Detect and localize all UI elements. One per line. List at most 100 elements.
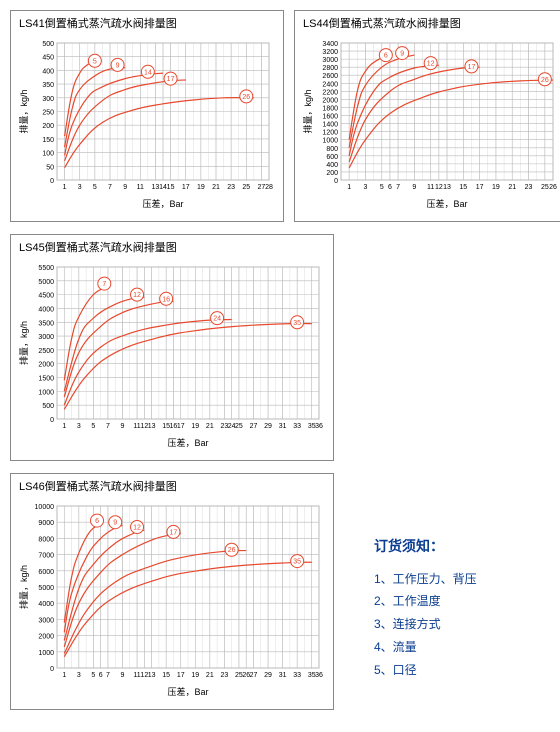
svg-text:5: 5: [93, 184, 97, 191]
svg-text:1000: 1000: [322, 138, 338, 145]
order-info: 订货须知： 1、工作压力、背压2、工作温度3、连接方式4、流量5、口径: [374, 533, 477, 682]
svg-text:5500: 5500: [38, 265, 54, 272]
svg-text:13: 13: [443, 184, 451, 191]
chart-title-ls45: LS45倒置桶式蒸汽疏水阀排量图: [19, 239, 327, 255]
row-2: LS45倒置桶式蒸汽疏水阀排量图 05001000150020002500300…: [10, 234, 560, 461]
svg-text:19: 19: [197, 184, 205, 191]
svg-text:1000: 1000: [38, 650, 54, 657]
svg-text:7: 7: [396, 184, 400, 191]
svg-text:23: 23: [525, 184, 533, 191]
svg-text:17: 17: [170, 529, 178, 536]
row-3: LS46倒置桶式蒸汽疏水阀排量图 01000200030004000500060…: [10, 473, 560, 710]
svg-text:4000: 4000: [38, 306, 54, 313]
svg-text:3: 3: [77, 672, 81, 679]
svg-text:26: 26: [549, 184, 557, 191]
svg-text:2000: 2000: [38, 362, 54, 369]
svg-text:2600: 2600: [322, 73, 338, 80]
svg-text:0: 0: [50, 178, 54, 185]
svg-text:17: 17: [468, 64, 476, 71]
svg-text:3: 3: [77, 423, 81, 430]
order-info-title: 订货须知：: [374, 533, 477, 560]
svg-text:1400: 1400: [322, 122, 338, 129]
svg-text:7: 7: [106, 672, 110, 679]
svg-text:7: 7: [108, 184, 112, 191]
svg-text:10000: 10000: [35, 504, 55, 511]
svg-text:200: 200: [326, 170, 338, 177]
svg-text:5: 5: [91, 672, 95, 679]
order-info-list: 1、工作压力、背压2、工作温度3、连接方式4、流量5、口径: [374, 568, 477, 682]
chart-title-ls41: LS41倒置桶式蒸汽疏水阀排量图: [19, 15, 277, 31]
order-info-item: 1、工作压力、背压: [374, 568, 477, 591]
svg-text:9: 9: [412, 184, 416, 191]
svg-text:800: 800: [326, 146, 338, 153]
svg-text:13: 13: [148, 423, 156, 430]
svg-text:2500: 2500: [38, 348, 54, 355]
svg-text:17: 17: [167, 76, 175, 83]
svg-text:12: 12: [435, 184, 443, 191]
order-info-item: 3、连接方式: [374, 613, 477, 636]
svg-text:6: 6: [388, 184, 392, 191]
svg-text:5: 5: [93, 58, 97, 65]
svg-text:24: 24: [213, 316, 221, 323]
svg-text:200: 200: [42, 123, 54, 130]
svg-text:21: 21: [206, 672, 214, 679]
svg-text:25: 25: [242, 184, 250, 191]
svg-text:0: 0: [50, 417, 54, 424]
order-info-item: 5、口径: [374, 659, 477, 682]
svg-text:5: 5: [380, 184, 384, 191]
svg-text:2000: 2000: [322, 97, 338, 104]
svg-text:0: 0: [50, 666, 54, 673]
svg-text:压差，Bar: 压差，Bar: [426, 198, 467, 209]
svg-text:9: 9: [121, 672, 125, 679]
chart-ls45: 0500100015002000250030003500400045005000…: [17, 259, 327, 454]
order-info-item: 4、流量: [374, 636, 477, 659]
svg-text:16: 16: [162, 296, 170, 303]
svg-text:36: 36: [315, 423, 323, 430]
svg-text:31: 31: [279, 423, 287, 430]
svg-text:23: 23: [227, 184, 235, 191]
svg-text:35: 35: [293, 320, 301, 327]
svg-text:250: 250: [42, 110, 54, 117]
svg-text:2200: 2200: [322, 89, 338, 96]
svg-text:450: 450: [42, 55, 54, 62]
svg-text:0: 0: [334, 178, 338, 185]
svg-text:6: 6: [99, 672, 103, 679]
svg-text:29: 29: [264, 423, 272, 430]
chart-ls46: 0100020003000400050006000700080009000100…: [17, 498, 327, 703]
svg-text:17: 17: [177, 672, 185, 679]
svg-text:3000: 3000: [38, 617, 54, 624]
svg-text:28: 28: [265, 184, 273, 191]
svg-text:1: 1: [347, 184, 351, 191]
svg-text:5: 5: [91, 423, 95, 430]
row-1: LS41倒置桶式蒸汽疏水阀排量图 05010015020025030035040…: [10, 10, 560, 222]
svg-text:500: 500: [42, 41, 54, 48]
svg-text:33: 33: [293, 672, 301, 679]
svg-text:2800: 2800: [322, 65, 338, 72]
svg-text:1200: 1200: [322, 130, 338, 137]
svg-text:9: 9: [113, 520, 117, 527]
svg-text:27: 27: [250, 672, 258, 679]
svg-text:11: 11: [137, 184, 144, 191]
svg-text:6: 6: [384, 53, 388, 60]
svg-text:排量，kg/h: 排量，kg/h: [18, 565, 29, 609]
svg-text:31: 31: [279, 672, 287, 679]
svg-text:1500: 1500: [38, 376, 54, 383]
svg-text:6000: 6000: [38, 569, 54, 576]
svg-text:50: 50: [46, 164, 54, 171]
svg-text:7000: 7000: [38, 553, 54, 560]
svg-text:21: 21: [206, 423, 214, 430]
svg-text:压差，Bar: 压差，Bar: [167, 437, 208, 448]
svg-text:11: 11: [427, 184, 434, 191]
svg-text:400: 400: [326, 162, 338, 169]
svg-text:19: 19: [191, 672, 199, 679]
svg-text:4500: 4500: [38, 293, 54, 300]
svg-text:13: 13: [148, 672, 156, 679]
svg-text:14: 14: [144, 69, 152, 76]
chart-ls44: 0200400600800100012001400160018002000220…: [301, 35, 560, 215]
svg-text:100: 100: [42, 151, 54, 158]
svg-text:25: 25: [541, 184, 549, 191]
svg-text:1800: 1800: [322, 105, 338, 112]
svg-text:600: 600: [326, 154, 338, 161]
svg-text:21: 21: [212, 184, 220, 191]
svg-text:3400: 3400: [322, 41, 338, 48]
